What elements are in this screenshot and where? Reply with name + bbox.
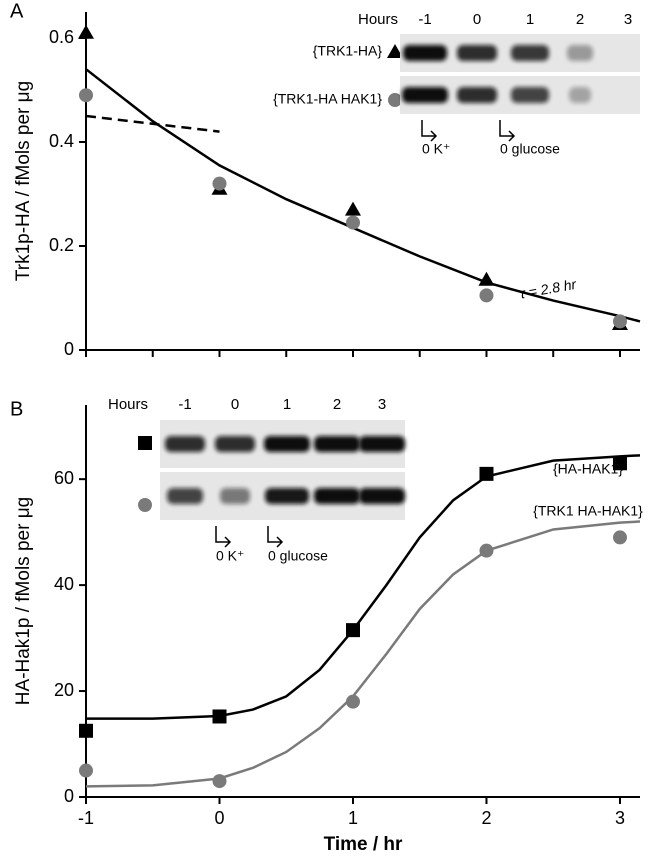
x-tick-label: -1 <box>78 808 94 828</box>
data-point <box>212 176 227 191</box>
inset-header: Hours <box>358 11 398 28</box>
curve-label: {HA-HAK1} <box>553 461 623 477</box>
lane-label: 2 <box>576 11 584 28</box>
blot-band <box>265 488 309 504</box>
blot-band <box>359 436 405 452</box>
x-tick-label: 3 <box>615 808 625 828</box>
legend-label: {TRK1-HA} <box>313 43 383 59</box>
blot-band <box>402 87 448 103</box>
inset-annotation: 0 K⁺ <box>216 548 244 564</box>
blot-band <box>220 488 250 504</box>
blot-band <box>511 87 549 103</box>
lane-label: -1 <box>418 11 431 28</box>
data-point <box>79 763 93 778</box>
blot-band <box>567 45 593 61</box>
lane-label: 3 <box>378 396 386 413</box>
blot-band <box>165 436 205 452</box>
x-tick-label: 0 <box>214 808 224 828</box>
legend-label: {TRK1-HA HAK1} <box>273 91 382 107</box>
y-tick-label: 0.2 <box>49 235 74 255</box>
blot-band <box>314 488 360 504</box>
data-point <box>479 288 494 303</box>
data-point <box>345 623 360 638</box>
y-tick-label: 0 <box>64 339 74 359</box>
data-point <box>612 314 627 329</box>
arrow <box>267 526 284 548</box>
data-point <box>344 201 361 216</box>
blot-band <box>167 488 203 504</box>
blot-band <box>264 436 310 452</box>
arrow <box>215 526 232 548</box>
blot-band <box>457 45 497 61</box>
data-point <box>345 215 360 230</box>
y-tick-label: 0.6 <box>49 27 74 47</box>
data-point <box>478 271 495 286</box>
data-point <box>388 93 402 107</box>
data-point <box>138 436 152 450</box>
blot-band <box>457 87 497 103</box>
panel-label: B <box>10 398 23 420</box>
blot-band <box>403 45 447 61</box>
curve-label: {TRK1 HA-HAK1} <box>533 503 643 519</box>
y-axis-label: Trk1p-HA / fMols per μg <box>13 81 34 281</box>
inset-header: Hours <box>108 396 148 413</box>
lane-label: 0 <box>473 11 481 28</box>
data-point <box>479 466 494 481</box>
lane-label: 0 <box>231 396 239 413</box>
y-axis-label: HA-Hak1p / fMols per μg <box>13 497 34 705</box>
blot-band <box>359 488 405 504</box>
blot-band <box>511 45 549 61</box>
fit-line <box>85 114 220 133</box>
blot-band <box>314 436 360 452</box>
y-tick-label: 20 <box>54 680 74 700</box>
x-tick-label: 2 <box>481 808 491 828</box>
y-tick-label: 0 <box>64 786 74 806</box>
lane-label: 3 <box>624 11 632 28</box>
data-point <box>212 774 227 789</box>
data-point <box>612 456 627 471</box>
inset-annotation: 0 K⁺ <box>422 141 450 157</box>
data-point <box>612 530 627 545</box>
blot-band <box>215 436 255 452</box>
lane-label: 2 <box>333 396 341 413</box>
data-point <box>79 88 93 103</box>
y-tick-label: 40 <box>54 574 74 594</box>
data-point <box>345 694 360 709</box>
data-point <box>78 24 94 39</box>
data-point <box>212 709 227 724</box>
arrow <box>421 120 438 142</box>
inset-annotation: 0 glucose <box>500 141 560 157</box>
annotation: τ = 2.8 hr <box>518 276 578 302</box>
data-point <box>79 723 93 738</box>
blot-band <box>569 87 591 103</box>
lane-label: -1 <box>178 396 191 413</box>
data-point <box>387 44 403 58</box>
data-point <box>479 543 494 558</box>
lane-label: 1 <box>526 11 534 28</box>
x-axis-label: Time / hr <box>324 834 403 855</box>
lane-label: 1 <box>283 396 291 413</box>
arrow <box>499 120 516 142</box>
y-tick-label: 0.4 <box>49 131 74 151</box>
y-tick-label: 60 <box>54 468 74 488</box>
inset-annotation: 0 glucose <box>268 548 328 564</box>
fit-line <box>85 520 641 788</box>
panel-label: A <box>10 0 24 22</box>
data-point <box>138 498 152 512</box>
fit-line <box>85 68 641 323</box>
x-tick-label: 1 <box>348 808 358 828</box>
